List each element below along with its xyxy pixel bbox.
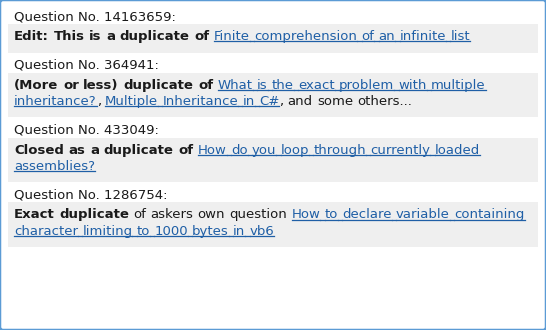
Bar bbox=[8, 202, 538, 247]
Text: to: to bbox=[325, 209, 338, 221]
Text: Edit:: Edit: bbox=[14, 30, 49, 43]
Text: comprehension: comprehension bbox=[254, 30, 357, 43]
Bar bbox=[8, 24, 538, 52]
Text: own: own bbox=[198, 209, 225, 221]
Text: exact: exact bbox=[298, 79, 335, 92]
Text: in: in bbox=[233, 225, 245, 238]
Text: to: to bbox=[136, 225, 150, 238]
Text: assemblies?: assemblies? bbox=[14, 160, 95, 173]
Text: problem: problem bbox=[339, 79, 394, 92]
Text: and: and bbox=[288, 95, 313, 108]
Text: Closed: Closed bbox=[14, 144, 64, 157]
Text: currently: currently bbox=[370, 144, 430, 157]
Text: variable: variable bbox=[396, 209, 450, 221]
Text: as: as bbox=[68, 144, 85, 157]
Text: a: a bbox=[90, 144, 99, 157]
Text: character: character bbox=[14, 225, 78, 238]
Text: vb6: vb6 bbox=[250, 225, 275, 238]
Text: How: How bbox=[198, 144, 227, 157]
Text: is: is bbox=[257, 79, 268, 92]
Text: or: or bbox=[63, 79, 79, 92]
Text: containing: containing bbox=[454, 209, 525, 221]
Text: Inheritance: Inheritance bbox=[162, 95, 238, 108]
Text: of: of bbox=[198, 79, 213, 92]
Text: askers: askers bbox=[151, 209, 193, 221]
Bar bbox=[8, 138, 538, 182]
Bar bbox=[8, 73, 538, 117]
Text: inheritance?: inheritance? bbox=[14, 95, 97, 108]
Text: ,: , bbox=[97, 95, 101, 108]
Text: less): less) bbox=[84, 79, 119, 92]
Text: Question No. 14163659:: Question No. 14163659: bbox=[14, 10, 176, 23]
Text: Question No. 364941:: Question No. 364941: bbox=[14, 58, 159, 72]
Text: others...: others... bbox=[358, 95, 412, 108]
Text: limiting: limiting bbox=[82, 225, 132, 238]
Text: 1000: 1000 bbox=[155, 225, 188, 238]
Text: Question No. 1286754:: Question No. 1286754: bbox=[14, 188, 168, 201]
Text: the: the bbox=[272, 79, 294, 92]
Text: duplicate: duplicate bbox=[123, 79, 193, 92]
Text: ,: , bbox=[279, 95, 283, 108]
Text: question: question bbox=[229, 209, 287, 221]
Text: infinite: infinite bbox=[400, 30, 446, 43]
Text: duplicate: duplicate bbox=[104, 144, 174, 157]
Text: do: do bbox=[231, 144, 248, 157]
Text: you: you bbox=[252, 144, 276, 157]
Text: Exact: Exact bbox=[14, 209, 55, 221]
Text: of: of bbox=[361, 30, 375, 43]
Text: This: This bbox=[54, 30, 85, 43]
Text: How: How bbox=[292, 209, 321, 221]
Text: a: a bbox=[106, 30, 115, 43]
Text: through: through bbox=[313, 144, 366, 157]
Text: with: with bbox=[399, 79, 427, 92]
Text: list: list bbox=[450, 30, 470, 43]
Text: of: of bbox=[178, 144, 193, 157]
Text: declare: declare bbox=[342, 209, 391, 221]
Text: duplicate: duplicate bbox=[120, 30, 190, 43]
Text: Question No. 433049:: Question No. 433049: bbox=[14, 123, 159, 136]
Text: Multiple: Multiple bbox=[105, 95, 158, 108]
Text: an: an bbox=[378, 30, 395, 43]
Text: in: in bbox=[242, 95, 254, 108]
Text: loop: loop bbox=[281, 144, 309, 157]
Text: of: of bbox=[134, 209, 146, 221]
Text: bytes: bytes bbox=[192, 225, 229, 238]
Text: is: is bbox=[89, 30, 102, 43]
Text: loaded: loaded bbox=[435, 144, 480, 157]
Text: duplicate: duplicate bbox=[60, 209, 129, 221]
Text: some: some bbox=[317, 95, 353, 108]
Text: C#: C# bbox=[259, 95, 279, 108]
Text: of: of bbox=[194, 30, 210, 43]
Text: multiple: multiple bbox=[431, 79, 486, 92]
Text: What: What bbox=[218, 79, 253, 92]
Text: (More: (More bbox=[14, 79, 58, 92]
Text: Finite: Finite bbox=[214, 30, 250, 43]
